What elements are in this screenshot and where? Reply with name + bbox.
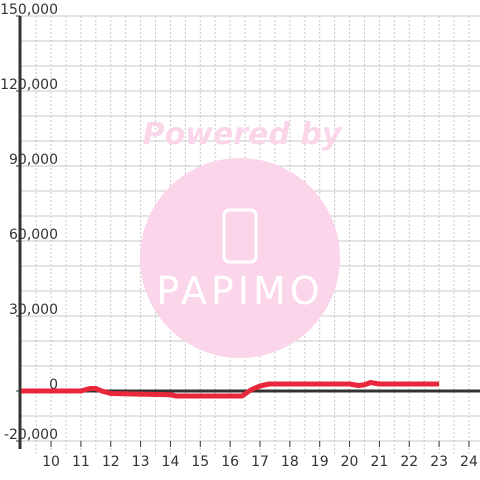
x-tick-label: 13 (132, 454, 150, 470)
watermark: Powered by PAPIMO (140, 117, 343, 358)
x-tick-label: 19 (311, 454, 329, 470)
y-tick-label: 150,000 (0, 2, 58, 18)
x-tick-label: 23 (430, 454, 448, 470)
x-tick-label: 15 (191, 454, 209, 470)
x-tick-label: 21 (370, 454, 388, 470)
watermark-text: Powered by (143, 117, 343, 152)
x-tick-label: 14 (162, 454, 180, 470)
x-tick-label: 18 (281, 454, 299, 470)
line-series (21, 380, 440, 399)
y-tick-label: 90,000 (9, 152, 58, 168)
x-tick-label: 16 (221, 454, 239, 470)
x-tick-label: 11 (72, 454, 90, 470)
watermark-logo: PAPIMO (156, 269, 323, 313)
x-tick-label: 17 (251, 454, 269, 470)
x-tick-label: 12 (102, 454, 120, 470)
x-tick-label: 24 (460, 454, 478, 470)
y-tick-label: 30,000 (9, 302, 58, 318)
y-tick-label: 120,000 (0, 77, 58, 93)
watermark-phone (222, 208, 258, 264)
x-tick-label: 22 (400, 454, 418, 470)
x-tick-label: 10 (42, 454, 60, 470)
x-tick-label: 20 (341, 454, 359, 470)
y-tick-label: -20,000 (4, 427, 58, 443)
y-tick-label: 60,000 (9, 227, 58, 243)
watermark-circle (140, 158, 340, 358)
y-tick-label: 0 (49, 377, 58, 393)
